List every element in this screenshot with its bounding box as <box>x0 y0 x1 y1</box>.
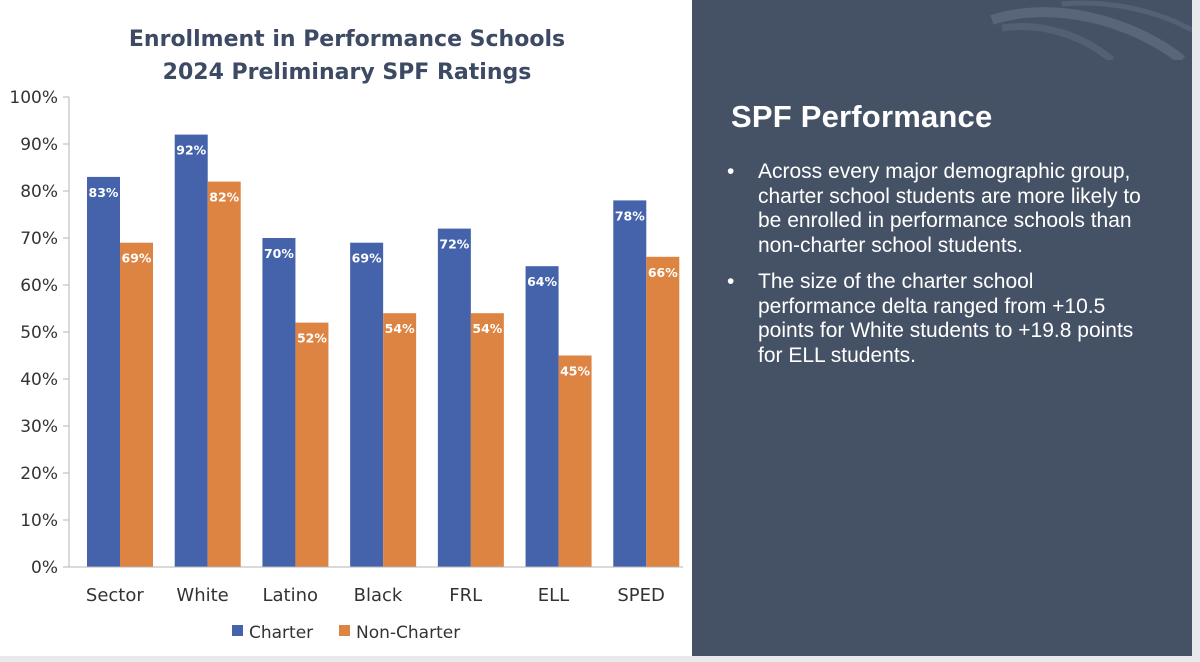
bar-chart: Enrollment in Performance Schools 2024 Pr… <box>9 27 683 643</box>
y-tick-label: 20% <box>20 464 58 484</box>
y-tick-label: 10% <box>20 511 58 531</box>
bar-non-charter <box>383 313 417 567</box>
window-edge <box>1192 0 1200 662</box>
bullet-item: • The size of the charter school perform… <box>722 270 1142 368</box>
y-tick-label: 70% <box>20 229 58 249</box>
y-tick-label: 40% <box>20 370 58 390</box>
bullet-text: Across every major demographic group, ch… <box>758 160 1141 257</box>
bar-charter <box>613 200 647 567</box>
y-tick-label: 80% <box>20 182 58 202</box>
panel-title: SPF Performance <box>731 99 993 134</box>
y-tick-label: 60% <box>20 276 58 296</box>
data-label: 45% <box>560 364 590 379</box>
y-tick-label: 90% <box>20 135 58 155</box>
data-label: 54% <box>385 321 415 336</box>
x-tick-label: FRL <box>449 585 482 606</box>
bullet-icon: • <box>727 270 735 293</box>
swirl-decoration-icon <box>990 0 1192 60</box>
bar-charter <box>174 134 208 567</box>
bar-charter <box>437 228 471 567</box>
legend-swatch <box>232 625 243 636</box>
bullet-icon: • <box>727 160 735 183</box>
legend-label: Non-Charter <box>356 623 460 643</box>
legend-label: Charter <box>249 623 313 643</box>
data-label: 69% <box>352 251 382 266</box>
chart-title: Enrollment in Performance Schools <box>129 27 565 52</box>
data-label: 83% <box>89 185 119 200</box>
data-label: 54% <box>472 321 502 336</box>
y-tick-label: 30% <box>20 417 58 437</box>
data-label: 69% <box>122 251 152 266</box>
bar-charter <box>262 238 296 567</box>
data-label: 78% <box>615 208 645 223</box>
data-label: 66% <box>648 265 678 280</box>
side-panel: SPF Performance • Across every major dem… <box>692 0 1192 656</box>
y-tick-label: 0% <box>31 558 58 578</box>
bullet-text: The size of the charter school performan… <box>758 270 1134 367</box>
data-label: 72% <box>439 237 469 252</box>
x-tick-label: Black <box>354 585 403 606</box>
x-tick-label: Latino <box>263 585 319 606</box>
data-label: 64% <box>527 274 557 289</box>
legend-swatch <box>339 625 350 636</box>
bar-charter <box>350 242 384 567</box>
bullet-item: • Across every major demographic group, … <box>722 160 1142 258</box>
bar-non-charter <box>470 313 504 567</box>
bar-non-charter <box>295 322 329 567</box>
x-tick-label: White <box>176 585 228 606</box>
data-label: 82% <box>209 190 239 205</box>
bar-non-charter <box>646 256 680 567</box>
y-tick-label: 100% <box>9 88 58 108</box>
x-tick-label: Sector <box>86 585 144 606</box>
x-tick-label: SPED <box>617 585 665 606</box>
y-tick-label: 50% <box>20 323 58 343</box>
chart-area: Enrollment in Performance Schools 2024 Pr… <box>9 27 683 643</box>
bar-charter <box>525 266 559 567</box>
bar-non-charter <box>558 355 592 567</box>
bar-charter <box>87 176 120 567</box>
x-tick-label: ELL <box>538 585 569 606</box>
chart-title: 2024 Preliminary SPF Ratings <box>163 60 532 85</box>
data-label: 70% <box>264 246 294 261</box>
bar-non-charter <box>120 242 153 567</box>
bullet-list: • Across every major demographic group, … <box>722 160 1142 380</box>
bar-non-charter <box>207 181 241 567</box>
data-label: 52% <box>297 331 327 346</box>
data-label: 92% <box>176 143 206 158</box>
